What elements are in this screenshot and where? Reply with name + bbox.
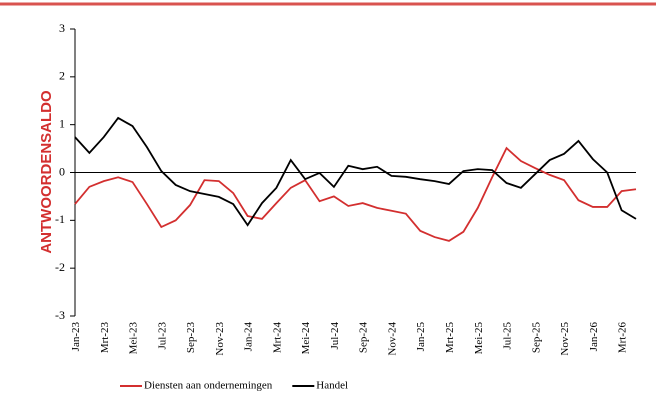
y-tick-label: -2 <box>55 260 65 274</box>
x-tick-label: Jan-24 <box>243 322 255 352</box>
x-tick-label: Mei-25 <box>473 322 485 355</box>
x-tick-label: Sep-24 <box>358 322 370 354</box>
series-line <box>74 116 637 227</box>
x-tick-label: Jan-23 <box>70 322 82 352</box>
x-tick-label: Jul-24 <box>329 322 341 350</box>
x-tick-label: Jan-26 <box>588 322 600 352</box>
y-tick-label: 1 <box>59 116 65 130</box>
x-tick-label: Jul-25 <box>502 322 514 350</box>
x-tick-label: Sep-25 <box>530 322 542 354</box>
x-tick-label: Nov-23 <box>214 322 226 356</box>
x-tick-label: Nov-24 <box>386 322 398 356</box>
series-line <box>74 146 637 242</box>
y-tick-label: -1 <box>55 212 65 226</box>
y-axis-label: ANTWOORDENSALDO <box>38 90 55 254</box>
x-tick-label: Mei-24 <box>300 322 312 355</box>
x-tick-label: Jan-25 <box>415 322 427 352</box>
x-tick-label: Mei-23 <box>128 322 140 355</box>
x-tick-label: Jul-23 <box>156 322 168 350</box>
y-tick-label: 2 <box>59 69 65 83</box>
y-tick-label: 0 <box>59 164 65 178</box>
x-tick-label: Mrt-25 <box>444 322 456 354</box>
legend-label: Handel <box>316 380 348 392</box>
y-tick-label: -3 <box>55 308 65 322</box>
x-tick-label: Sep-23 <box>185 322 197 354</box>
legend-label: Diensten aan ondernemingen <box>144 380 273 392</box>
x-tick-label: Mrt-23 <box>99 322 111 354</box>
x-tick-label: Mrt-24 <box>271 322 283 354</box>
y-tick-label: 3 <box>59 21 65 35</box>
x-tick-label: Nov-25 <box>559 322 571 356</box>
x-tick-label: Mrt-26 <box>617 322 629 354</box>
